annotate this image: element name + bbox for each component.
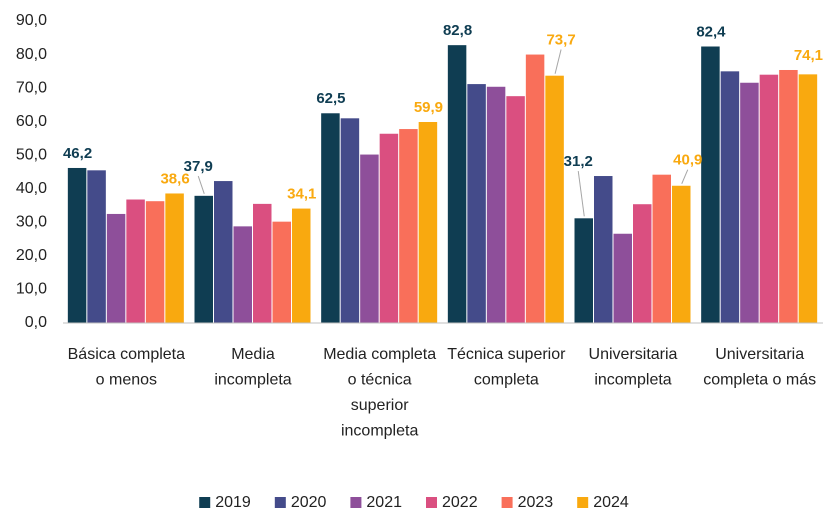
legend-label: 2022: [442, 494, 478, 511]
bar: [759, 74, 779, 323]
y-tick-label: 50,0: [16, 146, 47, 163]
bar: [360, 154, 379, 323]
y-tick-label: 70,0: [16, 79, 47, 96]
legend-swatch: [350, 497, 362, 508]
legend-label: 2019: [215, 494, 251, 511]
data-label: 74,1: [794, 47, 823, 64]
legend-swatch: [199, 497, 211, 508]
bar: [486, 86, 506, 323]
bar: [633, 204, 652, 323]
leader-line: [577, 170, 585, 217]
bar: [87, 170, 106, 323]
x-tick-label: Media completa o técnica superior incomplet…: [323, 346, 436, 440]
bar: [214, 181, 233, 323]
bar: [321, 113, 340, 324]
y-tick-label: 0,0: [25, 314, 47, 331]
bar: [779, 69, 798, 323]
bar: [545, 75, 564, 323]
data-label: 38,6: [160, 170, 189, 187]
bar: [525, 54, 545, 324]
x-tick-label: Técnica superior completa: [447, 346, 566, 389]
x-tick-label: Media incompleta: [214, 346, 291, 389]
bar: [145, 201, 165, 323]
data-label: 73,7: [546, 32, 575, 49]
data-label: 40,9: [673, 152, 702, 169]
legend-label: 2021: [366, 494, 402, 511]
data-label: 82,8: [443, 22, 472, 39]
data-label: 82,4: [696, 23, 726, 40]
leader-line: [197, 175, 205, 194]
bar: [126, 199, 145, 323]
bar: [467, 84, 486, 323]
y-tick-label: 30,0: [16, 214, 47, 231]
leader-line: [554, 49, 562, 74]
x-tick-label: Básica completa o menos: [68, 346, 185, 389]
bar: [399, 129, 418, 323]
legend-label: 2023: [518, 494, 554, 511]
data-label: 37,9: [184, 158, 213, 175]
bar: [106, 213, 126, 323]
data-label: 31,2: [564, 153, 593, 170]
data-label: 62,5: [316, 90, 345, 107]
bar: [272, 221, 291, 323]
y-tick-label: 40,0: [16, 180, 47, 197]
bar: [418, 122, 438, 323]
bar: [652, 174, 671, 323]
bar: [720, 71, 740, 323]
bar: [613, 233, 632, 323]
y-tick-label: 10,0: [16, 281, 47, 298]
bar: [447, 45, 467, 323]
legend-label: 2024: [593, 494, 629, 511]
data-label: 34,1: [287, 186, 316, 203]
y-tick-label: 20,0: [16, 247, 47, 264]
bar: [67, 167, 87, 323]
bar: [594, 176, 613, 323]
y-tick-label: 80,0: [16, 46, 47, 63]
leader-line: [681, 169, 689, 184]
bar: [194, 195, 213, 323]
data-label: 46,2: [63, 145, 92, 162]
bar: [292, 208, 311, 323]
x-tick-label: Universitaria completa o más: [703, 346, 816, 389]
y-tick-label: 60,0: [16, 113, 47, 130]
y-tick-label: 90,0: [16, 12, 47, 29]
legend-label: 2020: [291, 494, 327, 511]
bar: [340, 118, 360, 323]
bar: [672, 185, 691, 323]
bar: [740, 82, 759, 324]
data-label: 59,9: [414, 99, 443, 116]
legend-swatch: [501, 497, 513, 508]
bar: [574, 218, 593, 323]
bar: [253, 203, 272, 323]
bar: [798, 74, 818, 323]
bar: [233, 226, 252, 323]
legend-swatch: [274, 497, 286, 508]
legend-swatch: [577, 497, 589, 508]
bar: [701, 46, 720, 323]
bar: [165, 193, 184, 323]
x-tick-label: Universitaria incompleta: [589, 346, 678, 389]
legend-swatch: [426, 497, 437, 508]
bar: [506, 96, 525, 323]
bar: [379, 133, 399, 323]
